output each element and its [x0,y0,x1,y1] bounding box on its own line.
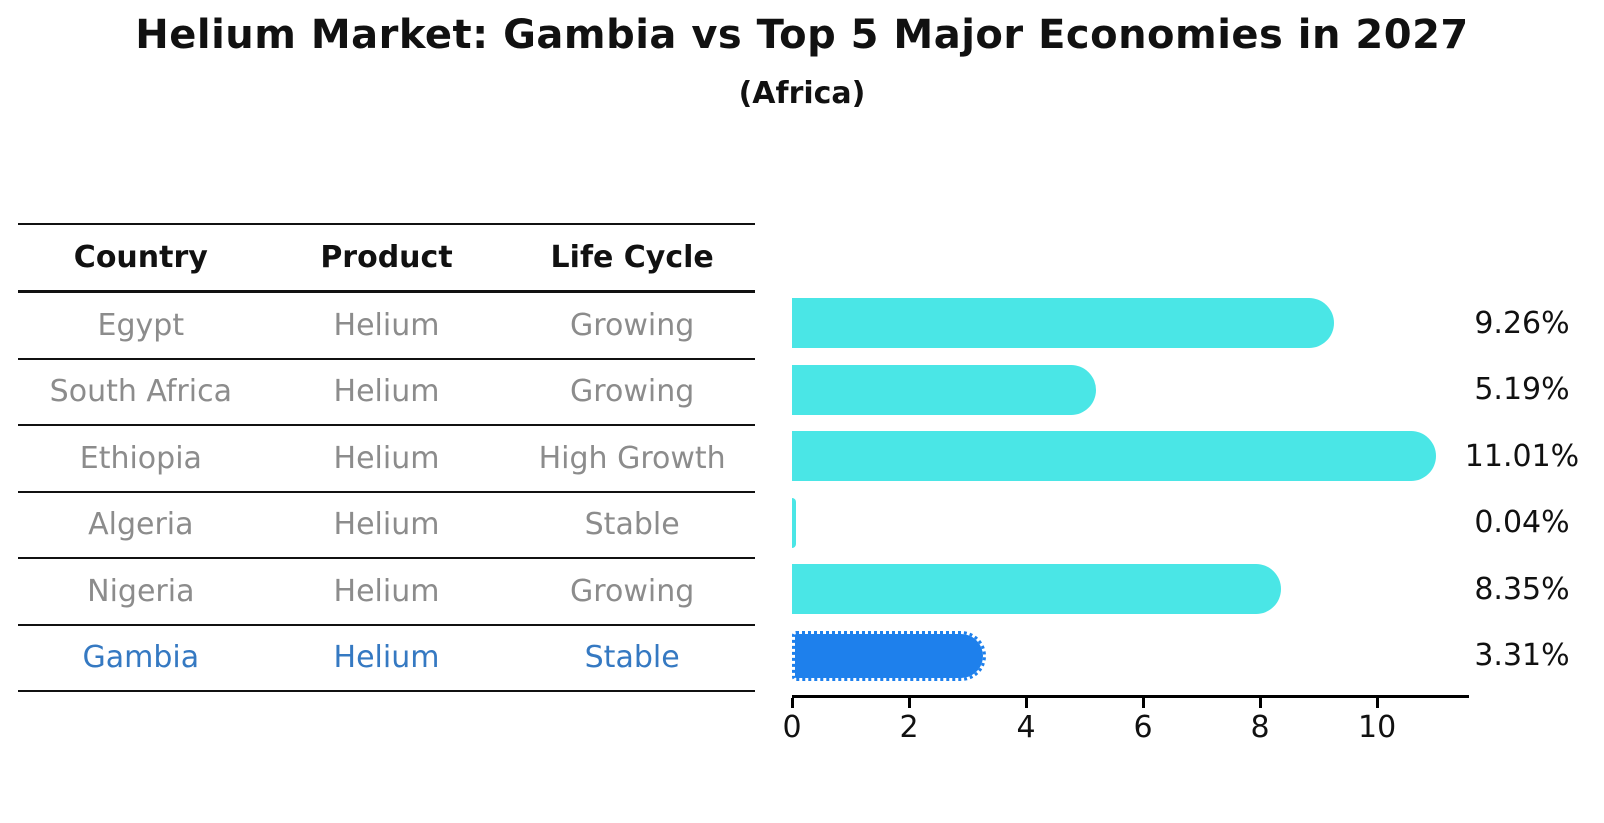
country-table: Country Product Life Cycle Egypt Helium Gr… [18,223,755,692]
bar-nigeria [792,564,1281,614]
x-axis-tick-label: 2 [899,710,919,745]
table-cell-product: Helium [333,640,440,676]
table-row: Ethiopia Helium High Growth [18,426,755,493]
x-axis-tick-label: 6 [1133,710,1153,745]
x-axis-tick-label: 10 [1358,710,1397,745]
table-row: South Africa Helium Growing [18,360,755,426]
table-rows: Egypt Helium Growing South Africa Helium Grow… [18,293,755,692]
bar-value-label: 9.26% [1474,305,1570,341]
table-cell-country: South Africa [49,374,232,410]
table-cell-life-cycle: Growing [570,307,695,343]
table-cell-product: Helium [333,440,440,476]
table-cell-country: Ethiopia [79,440,202,476]
x-axis-tick [907,698,911,708]
table-row: Egypt Helium Growing [18,293,755,360]
x-axis-tick-label: 0 [782,710,802,745]
bar-value-label: 3.31% [1474,638,1570,674]
table-header-country: Country [73,240,208,275]
table-cell-product: Helium [333,307,440,343]
table-cell-life-cycle: Stable [584,507,680,543]
table-cell-product: Helium [333,573,440,609]
table-cell-country: Gambia [82,640,200,676]
table-header-life-cycle: Life Cycle [550,240,714,275]
x-axis-tick-label: 4 [1016,710,1036,745]
table-cell-life-cycle: Growing [570,573,695,609]
bar-south-africa [792,364,1096,415]
bar-value-label: 0.04% [1474,505,1570,541]
table-cell-country: Nigeria [87,573,195,609]
x-axis-tick [1024,698,1028,708]
table-cell-country: Algeria [88,507,194,543]
table-row: Gambia Helium Stable [18,626,755,692]
x-axis-tick [1375,698,1379,708]
chart-title: Helium Market: Gambia vs Top 5 Major Eco… [135,12,1469,58]
bar-value-label: 8.35% [1474,571,1570,607]
table-header-row: Country Product Life Cycle [18,225,755,293]
table-cell-life-cycle: Growing [570,374,695,410]
x-axis-tick [1141,698,1145,708]
bar-gambia [792,630,986,681]
x-axis-tick [790,698,794,708]
table-cell-life-cycle: High Growth [538,440,726,476]
table-cell-country: Egypt [97,307,185,343]
bar-value-label: 11.01% [1464,438,1580,474]
bar-ethiopia [792,431,1437,481]
table-header-product: Product [320,240,453,275]
table-row: Algeria Helium Stable [18,493,755,559]
x-axis-tick [1258,698,1262,708]
table-row: Nigeria Helium Growing [18,559,755,626]
chart-subtitle: (Africa) [738,76,866,111]
x-axis-line [792,695,1469,698]
table-cell-life-cycle: Stable [584,640,680,676]
bar-egypt [792,298,1334,348]
table-cell-product: Helium [333,507,440,543]
x-axis-tick-label: 8 [1250,710,1270,745]
table-cell-product: Helium [333,374,440,410]
bar-algeria [792,497,796,548]
bar-value-label: 5.19% [1474,372,1570,408]
